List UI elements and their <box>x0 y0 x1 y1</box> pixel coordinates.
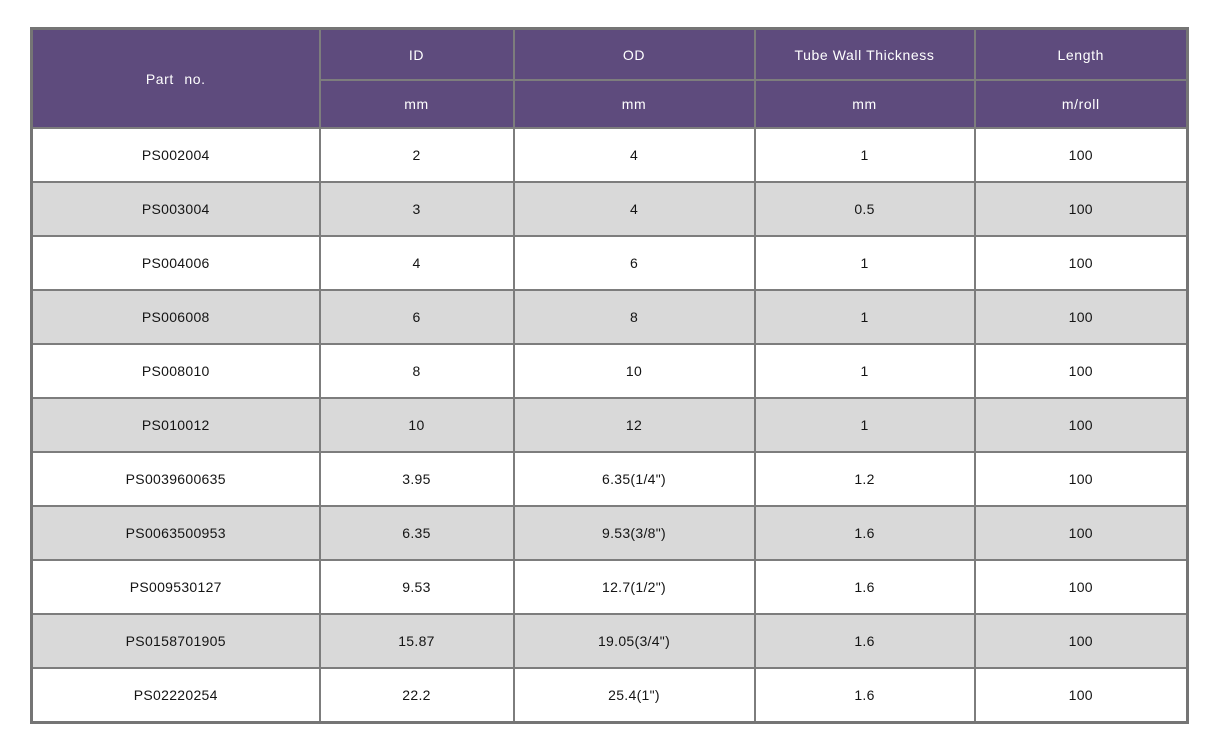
cell-od: 10 <box>512 343 756 399</box>
cell-tube-wall-thickness: 1 <box>753 397 976 453</box>
table-row: PS006008 6 8 1 100 <box>30 289 1189 345</box>
cell-length: 100 <box>973 343 1189 399</box>
cell-id: 3 <box>318 181 515 237</box>
cell-part-no: PS009530127 <box>30 559 321 615</box>
cell-od: 4 <box>512 181 756 237</box>
table-row: PS010012 10 12 1 100 <box>30 397 1189 453</box>
cell-tube-wall-thickness: 1 <box>753 127 976 183</box>
table-row: PS02220254 22.2 25.4(1") 1.6 100 <box>30 667 1189 724</box>
cell-part-no: PS0063500953 <box>30 505 321 561</box>
cell-id: 2 <box>318 127 515 183</box>
cell-tube-wall-thickness: 1.2 <box>753 451 976 507</box>
cell-length: 100 <box>973 505 1189 561</box>
cell-od: 4 <box>512 127 756 183</box>
table-row: PS008010 8 10 1 100 <box>30 343 1189 399</box>
cell-length: 100 <box>973 559 1189 615</box>
table-row: PS003004 3 4 0.5 100 <box>30 181 1189 237</box>
cell-tube-wall-thickness: 1.6 <box>753 559 976 615</box>
cell-od: 19.05(3/4") <box>512 613 756 669</box>
cell-length: 100 <box>973 613 1189 669</box>
col-header-od: OD <box>512 27 756 81</box>
table-row: PS009530127 9.53 12.7(1/2") 1.6 100 <box>30 559 1189 615</box>
table-row: PS0158701905 15.87 19.05(3/4") 1.6 100 <box>30 613 1189 669</box>
cell-id: 4 <box>318 235 515 291</box>
col-header-tube-wall-thickness: Tube Wall Thickness <box>753 27 976 81</box>
cell-part-no: PS008010 <box>30 343 321 399</box>
table-row: PS0063500953 6.35 9.53(3/8") 1.6 100 <box>30 505 1189 561</box>
cell-tube-wall-thickness: 1.6 <box>753 613 976 669</box>
cell-length: 100 <box>973 235 1189 291</box>
cell-tube-wall-thickness: 1.6 <box>753 667 976 724</box>
cell-tube-wall-thickness: 1.6 <box>753 505 976 561</box>
col-unit-length: m/roll <box>973 79 1189 129</box>
cell-od: 8 <box>512 289 756 345</box>
tubing-spec-table: Part no. ID OD Tube Wall Thickness Lengt… <box>30 27 1189 724</box>
header-row-units: mm mm mm m/roll <box>32 79 1189 129</box>
cell-tube-wall-thickness: 1 <box>753 289 976 345</box>
table-header: Part no. ID OD Tube Wall Thickness Lengt… <box>30 27 1189 129</box>
col-header-part-no: Part no. <box>30 27 321 129</box>
cell-part-no: PS0039600635 <box>30 451 321 507</box>
col-unit-od: mm <box>512 79 756 129</box>
cell-id: 6.35 <box>318 505 515 561</box>
cell-id: 22.2 <box>318 667 515 724</box>
cell-tube-wall-thickness: 0.5 <box>753 181 976 237</box>
cell-length: 100 <box>973 289 1189 345</box>
cell-od: 12 <box>512 397 756 453</box>
cell-id: 9.53 <box>318 559 515 615</box>
cell-part-no: PS02220254 <box>30 667 321 724</box>
cell-od: 6 <box>512 235 756 291</box>
cell-length: 100 <box>973 181 1189 237</box>
cell-part-no: PS006008 <box>30 289 321 345</box>
cell-id: 8 <box>318 343 515 399</box>
cell-length: 100 <box>973 127 1189 183</box>
cell-od: 9.53(3/8") <box>512 505 756 561</box>
col-unit-id: mm <box>318 79 515 129</box>
cell-part-no: PS010012 <box>30 397 321 453</box>
col-header-length: Length <box>973 27 1189 81</box>
table-row: PS0039600635 3.95 6.35(1/4") 1.2 100 <box>30 451 1189 507</box>
cell-length: 100 <box>973 667 1189 724</box>
table-row: PS004006 4 6 1 100 <box>30 235 1189 291</box>
cell-tube-wall-thickness: 1 <box>753 235 976 291</box>
cell-length: 100 <box>973 397 1189 453</box>
cell-od: 12.7(1/2") <box>512 559 756 615</box>
col-header-id: ID <box>318 27 515 81</box>
col-unit-tube-wall-thickness: mm <box>753 79 976 129</box>
cell-part-no: PS0158701905 <box>30 613 321 669</box>
page: Part no. ID OD Tube Wall Thickness Lengt… <box>30 27 1189 724</box>
cell-od: 25.4(1") <box>512 667 756 724</box>
cell-id: 15.87 <box>318 613 515 669</box>
cell-id: 10 <box>318 397 515 453</box>
cell-length: 100 <box>973 451 1189 507</box>
cell-id: 3.95 <box>318 451 515 507</box>
cell-part-no: PS003004 <box>30 181 321 237</box>
table-body: PS002004 2 4 1 100 PS003004 3 4 0.5 100 PS004006 4 6… <box>30 127 1189 724</box>
cell-part-no: PS004006 <box>30 235 321 291</box>
cell-part-no: PS002004 <box>30 127 321 183</box>
table-row: PS002004 2 4 1 100 <box>30 127 1189 183</box>
header-row-labels: Part no. ID OD Tube Wall Thickness Lengt… <box>30 27 1189 129</box>
cell-od: 6.35(1/4") <box>512 451 756 507</box>
cell-tube-wall-thickness: 1 <box>753 343 976 399</box>
cell-id: 6 <box>318 289 515 345</box>
